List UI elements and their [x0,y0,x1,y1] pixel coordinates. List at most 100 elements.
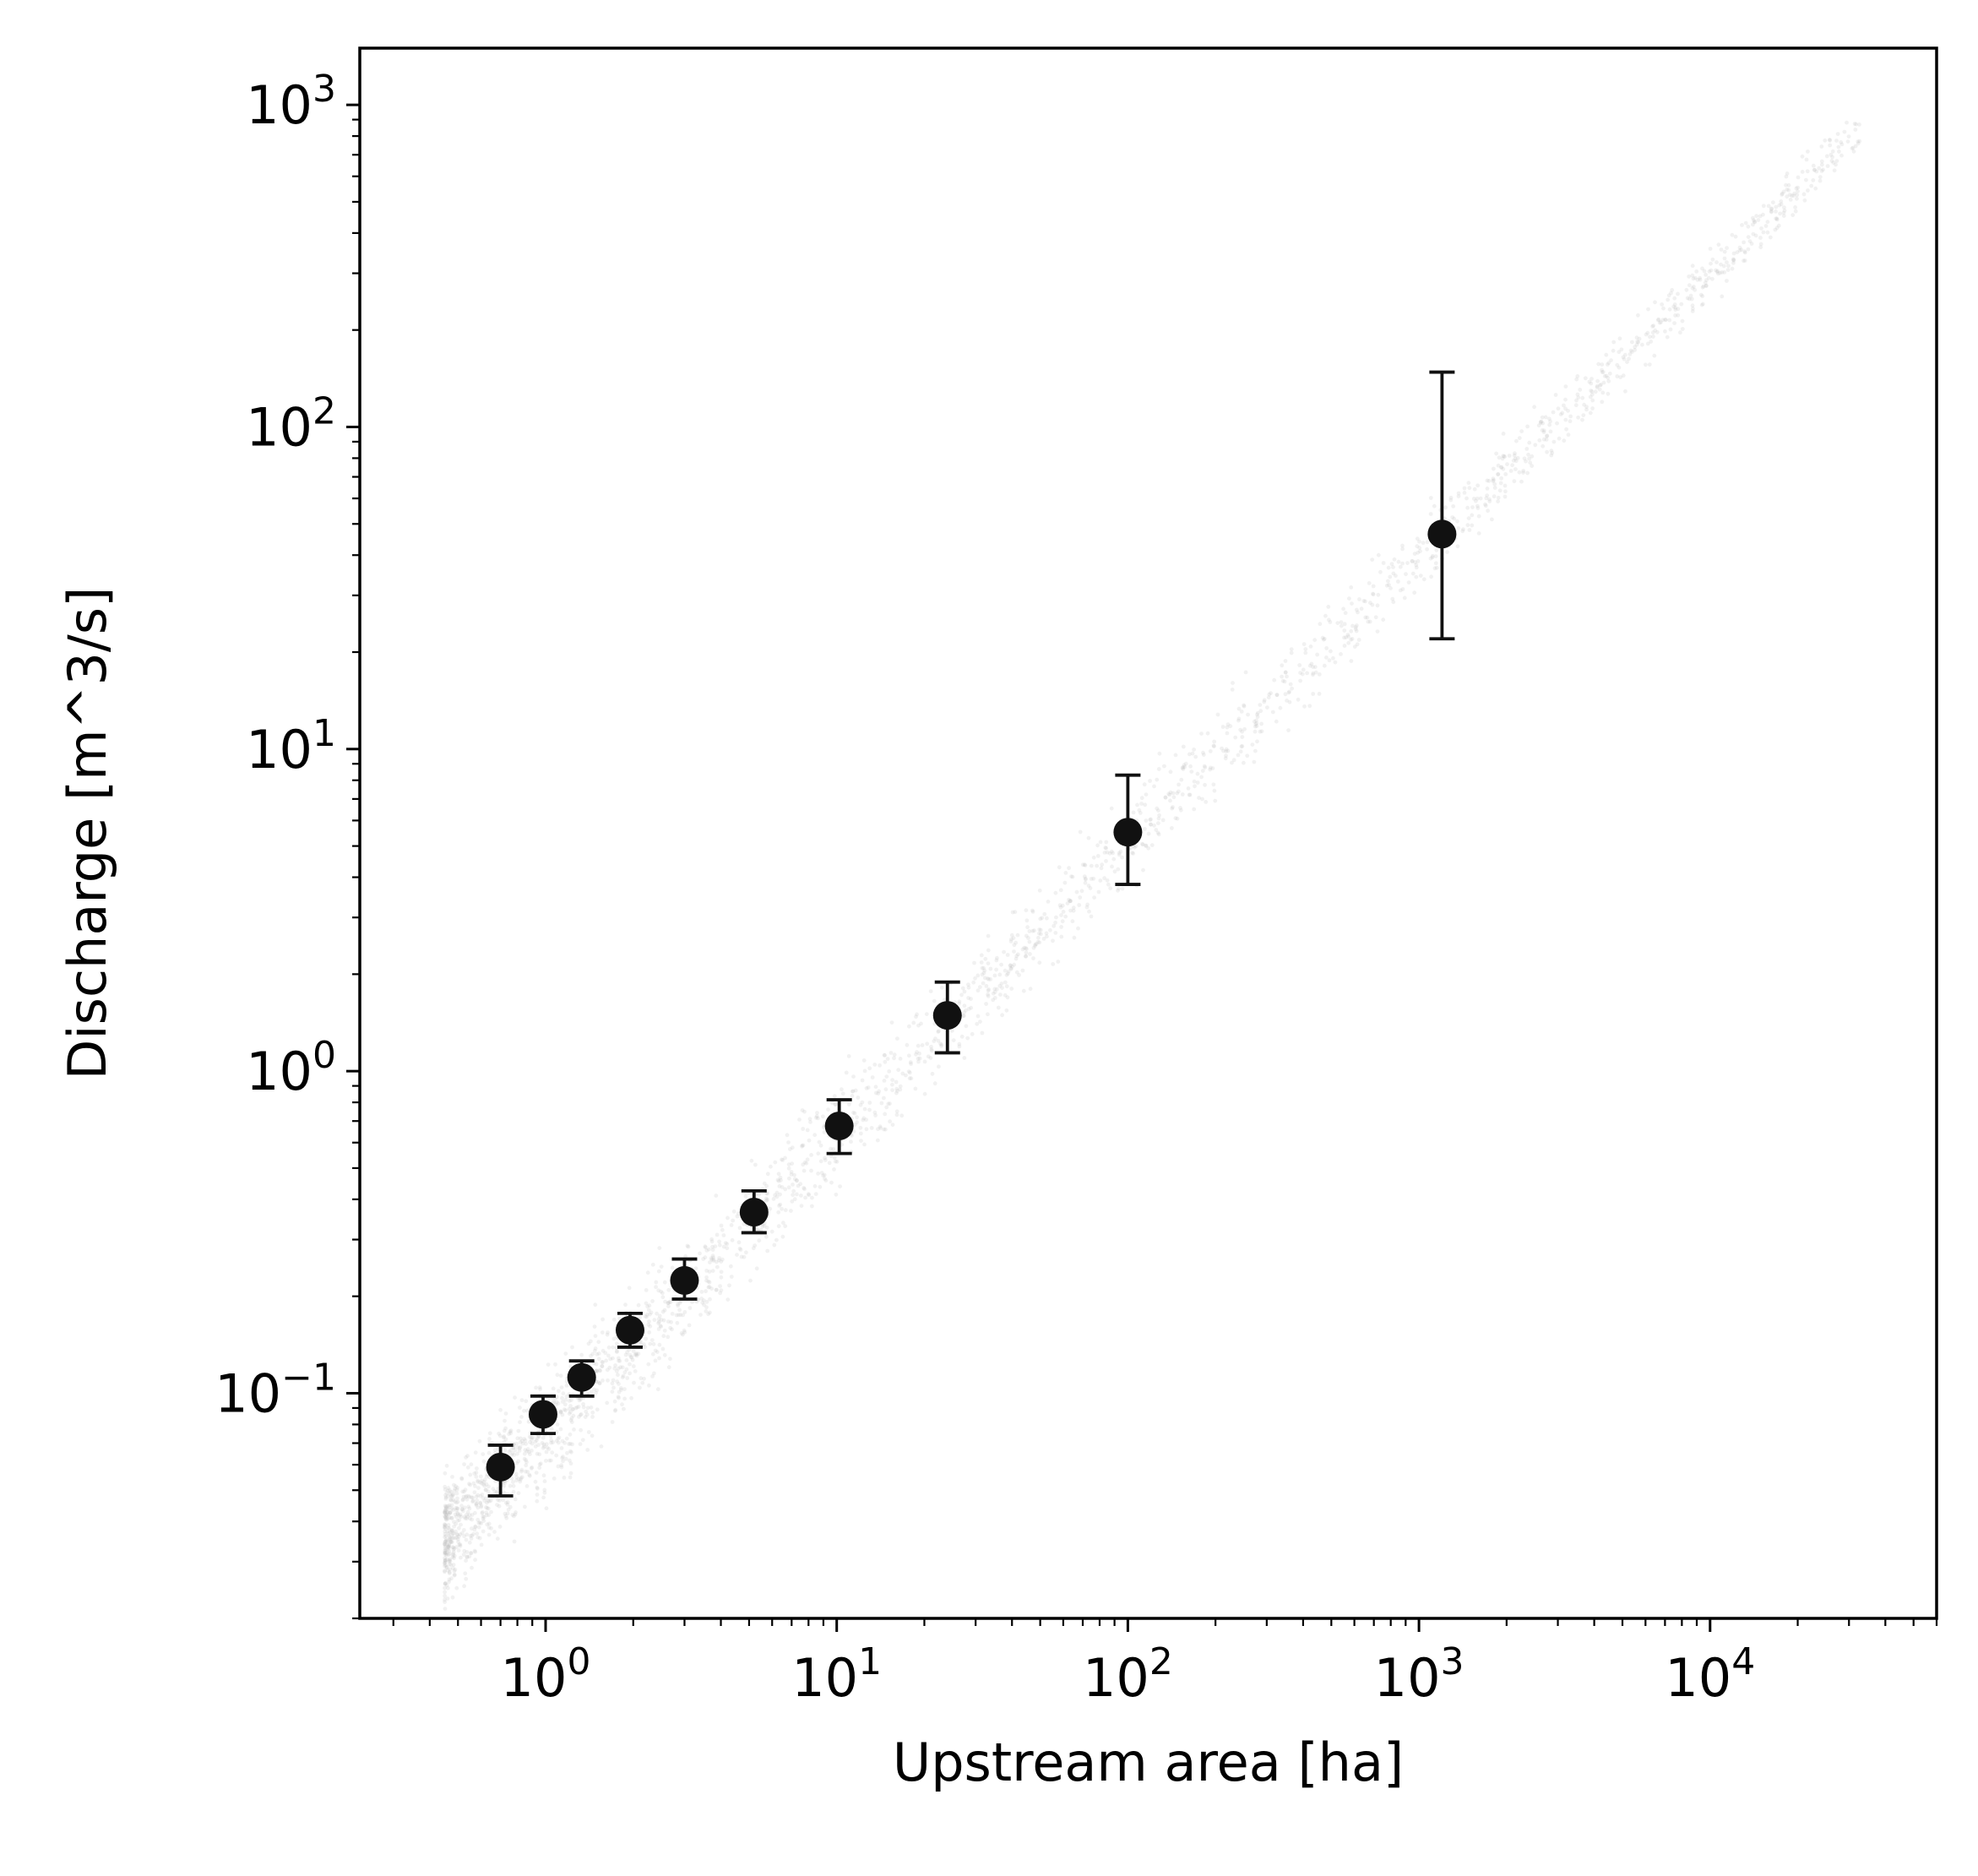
background-point [1324,655,1329,660]
background-point [1024,954,1028,959]
background-point [773,1160,778,1165]
background-point [1162,764,1166,769]
background-point [1030,928,1035,933]
background-point [776,1224,781,1229]
background-point [792,1177,797,1182]
background-point [1742,250,1747,255]
background-point [650,1351,655,1357]
background-point [1080,862,1085,867]
background-point [1502,454,1507,459]
background-point [465,1554,470,1559]
background-point [888,1101,892,1106]
background-point [518,1406,522,1410]
background-point [1305,671,1309,676]
background-point [1719,247,1724,252]
background-point [527,1434,532,1439]
background-point [799,1204,804,1208]
background-point [1361,599,1367,603]
background-point [1230,688,1235,692]
background-point [1530,464,1535,468]
background-point [1269,691,1273,695]
background-point [1233,735,1238,740]
background-point [979,953,984,958]
background-point [894,1112,899,1117]
background-point [964,1024,969,1029]
background-point [1628,352,1633,356]
background-point [1584,407,1589,412]
background-point [1676,307,1681,312]
background-point [710,1244,715,1249]
background-point [1044,931,1049,936]
background-point [1391,600,1396,605]
background-point [1141,867,1145,873]
background-point [541,1495,546,1500]
background-point [1763,224,1769,228]
background-point [1428,496,1433,500]
background-point [619,1388,623,1392]
background-point [526,1449,531,1455]
background-point [1239,744,1244,749]
background-point [812,1133,818,1138]
background-point [444,1542,449,1547]
background-point [1089,914,1094,919]
background-point [810,1204,814,1209]
background-point [930,1071,935,1076]
background-point [682,1310,687,1314]
background-point [453,1486,458,1491]
background-point [1492,466,1496,471]
background-point [920,1043,925,1047]
background-point [915,1012,919,1017]
background-point [816,1172,820,1176]
background-point [666,1335,671,1340]
background-point [1769,206,1774,211]
background-point [600,1364,605,1368]
background-point [1182,763,1187,768]
background-point [443,1534,448,1538]
background-point [445,1509,449,1514]
background-point [883,1059,888,1064]
background-point [1381,617,1386,623]
background-point [1350,601,1354,606]
background-point [898,1087,903,1092]
background-point [939,1042,944,1047]
background-point [622,1370,628,1375]
background-point [549,1438,554,1443]
background-point [505,1500,510,1504]
background-point [1545,449,1549,454]
background-point [443,1525,447,1530]
background-point [443,1504,448,1509]
background-point [502,1434,507,1438]
background-point [986,961,991,965]
background-point [1070,874,1075,879]
background-point [919,1021,923,1026]
background-point [1112,869,1117,874]
background-point [1322,663,1327,668]
background-point [443,1607,448,1611]
background-point [616,1395,621,1399]
background-point [551,1386,556,1391]
background-point [1225,748,1231,753]
background-point [1032,928,1036,933]
background-point [1353,627,1358,632]
background-point [448,1515,452,1520]
background-point [1499,465,1504,470]
background-point [774,1190,780,1195]
background-point [1311,672,1315,677]
background-point [443,1600,447,1604]
background-point [1513,467,1518,471]
background-point [666,1287,671,1292]
background-point [1768,235,1773,240]
background-point [1262,698,1267,703]
background-point [481,1496,486,1500]
background-point [1492,486,1497,490]
background-point [703,1255,708,1260]
background-point [475,1498,479,1503]
background-point [1290,686,1294,691]
background-point [1636,313,1640,318]
background-point [1231,758,1236,763]
background-point [1527,440,1532,445]
background-point [443,1540,448,1545]
background-point [798,1182,803,1187]
background-point [1470,523,1475,528]
background-point [1687,275,1692,279]
